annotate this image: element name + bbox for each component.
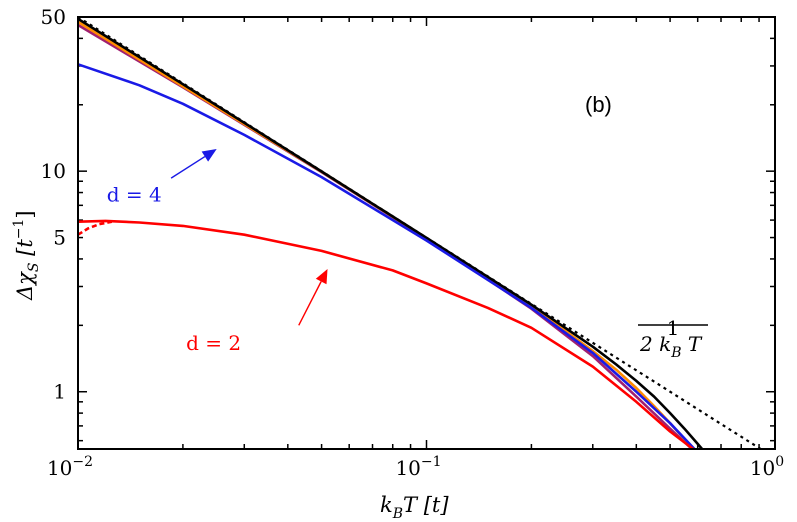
y-tick-label: 5: [53, 226, 66, 250]
y-tick-label: 1: [53, 380, 66, 404]
formula-denominator: 2 kB T: [639, 332, 703, 361]
series-line: [78, 23, 694, 449]
formula-numerator: 1: [667, 316, 680, 340]
panel-label: (b): [585, 92, 612, 117]
axis-ticks: [77, 16, 775, 449]
y-tick-label: 50: [41, 5, 66, 29]
annotation-arrow: [298, 281, 322, 326]
series-line: [78, 17, 704, 449]
series-line: [78, 63, 697, 449]
annotation-arrowhead: [201, 149, 217, 162]
annotations: d = 4 d = 2: [107, 149, 328, 355]
series-line: [78, 17, 763, 449]
x-axis-title: kBT [t]: [380, 493, 449, 522]
annotation-label: d = 2: [186, 331, 241, 355]
x-tick-label: 100: [750, 454, 784, 480]
series-layer: [78, 17, 763, 449]
y-tick-label: 10: [41, 159, 66, 183]
annotation-arrow: [170, 155, 206, 179]
series-line: [78, 20, 697, 449]
x-tick-label: 10−2: [47, 454, 93, 480]
formula-one-over-2kbt: 1 2 kB T: [638, 316, 708, 361]
annotation-label: d = 4: [107, 182, 162, 206]
tick-labels: 10−2 10−1 100 1 5 10 50: [41, 5, 785, 480]
x-tick-label: 10−1: [395, 454, 441, 480]
y-axis-title: ΔχS [t−1]: [11, 210, 42, 301]
series-line: [78, 219, 696, 449]
annotation-arrowhead: [315, 269, 328, 285]
plot-frame: [77, 16, 776, 450]
series-line: [78, 220, 113, 236]
